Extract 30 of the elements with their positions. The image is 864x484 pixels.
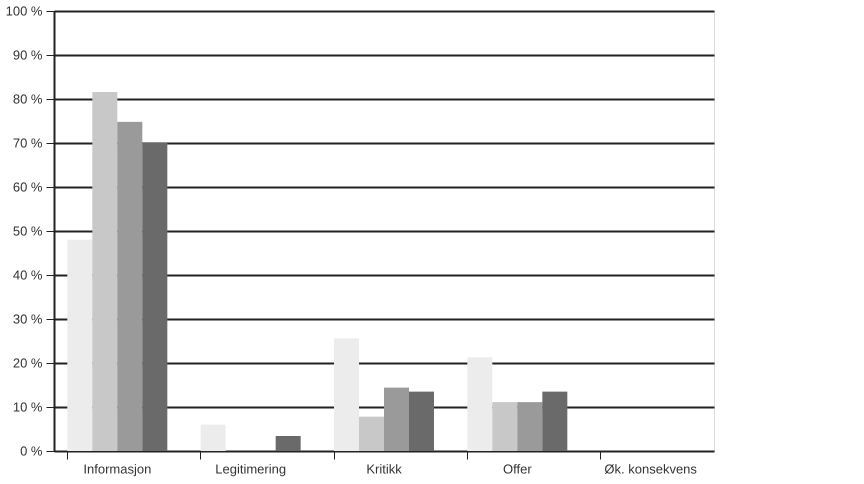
y-tick-label: 60 %: [12, 180, 43, 194]
bar: [117, 122, 142, 451]
y-tick-label: 0 %: [20, 444, 43, 458]
y-tick-label: 90 %: [12, 48, 43, 62]
y-tick-label: 40 %: [12, 268, 43, 282]
y-tick-label: 50 %: [12, 224, 43, 238]
bar: [542, 392, 568, 451]
x-tick-label: Legitimering: [215, 462, 286, 476]
bar: [384, 388, 409, 451]
x-tick-label: Kritikk: [366, 462, 402, 476]
bar: [359, 416, 384, 451]
bar: [492, 402, 518, 451]
bar: [467, 357, 492, 451]
bar: [334, 338, 359, 451]
y-tick-label: 30 %: [12, 312, 43, 326]
x-tick-label: Øk. konsekvens: [604, 462, 698, 476]
y-tick-label: 100 %: [6, 4, 43, 18]
x-tick-label: Offer: [502, 462, 532, 476]
y-tick-label: 10 %: [12, 400, 43, 414]
bar: [409, 392, 434, 451]
y-tick-label: 80 %: [12, 92, 43, 106]
bar: [142, 143, 168, 451]
x-tick-label: Informasjon: [83, 462, 152, 476]
y-tick-label: 70 %: [12, 136, 43, 150]
bar: [517, 402, 542, 451]
bar: [67, 240, 92, 451]
bar: [276, 436, 301, 451]
y-tick-label: 20 %: [12, 356, 43, 370]
bar: [200, 424, 226, 451]
bar: [92, 92, 118, 451]
